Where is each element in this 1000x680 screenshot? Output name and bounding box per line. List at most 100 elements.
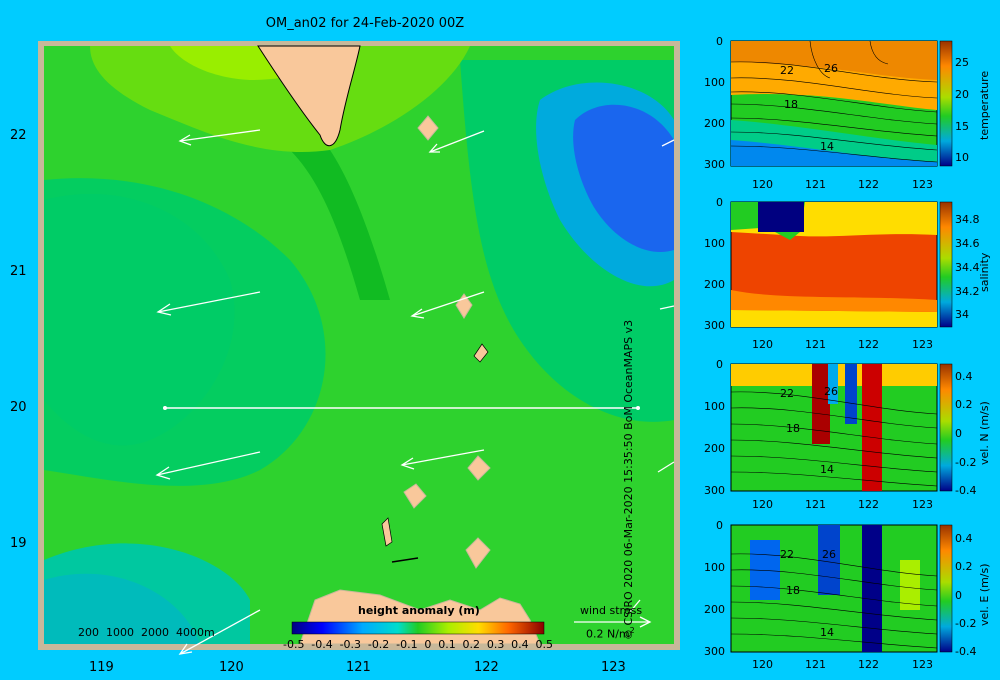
lon-tick: 122 — [858, 658, 879, 671]
cb-tick: 0.2 — [955, 398, 973, 411]
cb-tick: -0.2 — [955, 617, 977, 630]
cb-tick: -0.2 — [955, 456, 977, 469]
anomaly-region — [44, 178, 326, 486]
contour-label: 18 — [786, 422, 800, 435]
lat-tick: 22 — [10, 128, 27, 143]
cb-tick: 10 — [955, 151, 969, 164]
cb-tick: 34.4 — [955, 261, 980, 274]
lon-tick: 120 — [752, 338, 773, 351]
cb-tick: 15 — [955, 120, 969, 133]
lat-tick: 19 — [10, 536, 27, 551]
island — [381, 517, 393, 547]
panel-label: vel. N (m/s) — [978, 401, 991, 465]
depth-tick: 100 — [704, 561, 725, 574]
lon-tick: 123 — [912, 178, 933, 191]
lat-tick: 20 — [10, 400, 27, 415]
panel-label: vel. E (m/s) — [978, 563, 991, 626]
island — [391, 557, 419, 563]
depth-tick: 0 — [716, 196, 723, 209]
land-taiwan — [257, 45, 361, 147]
lon-tick: 121 — [805, 498, 826, 511]
lon-tick: 122 — [858, 178, 879, 191]
cb-tick: 34.8 — [955, 213, 980, 226]
lat-tick: 21 — [10, 264, 27, 279]
depth-tick: 0 — [716, 519, 723, 532]
lon-tick: 121 — [346, 660, 371, 675]
credit-text: © CSIRO 2020 06-Mar-2020 15:35:50 BoM Oc… — [622, 319, 635, 640]
lon-tick: 120 — [752, 178, 773, 191]
lon-tick: 121 — [805, 178, 826, 191]
contour-label: 22 — [780, 387, 794, 400]
wind-arrows — [155, 129, 675, 655]
wind-label: wind stress — [580, 604, 643, 617]
lon-tick: 120 — [752, 658, 773, 671]
colorbar-title: height anomaly (m) — [358, 604, 480, 617]
depth-tick: 200 — [704, 278, 725, 291]
lon-tick: 123 — [912, 658, 933, 671]
island — [467, 455, 491, 481]
contour-label: 22 — [780, 64, 794, 77]
wind-scale: 0.2 N/m2 — [586, 626, 635, 641]
contour-label: 18 — [784, 98, 798, 111]
contour-label: 26 — [824, 62, 838, 75]
transect-end — [163, 406, 167, 410]
cb-tick: 0.2 — [955, 560, 973, 573]
lon-tick: 122 — [858, 498, 879, 511]
depth-tick: 100 — [704, 237, 725, 250]
lon-tick: 123 — [601, 660, 626, 675]
cb-tick: 0.4 — [955, 532, 973, 545]
depth-tick: 100 — [704, 400, 725, 413]
depth-tick: 300 — [704, 484, 725, 497]
depth-tick: 200 — [704, 603, 725, 616]
contour-label: 18 — [786, 584, 800, 597]
lon-tick: 121 — [805, 338, 826, 351]
island — [403, 483, 427, 509]
transect-end — [636, 406, 640, 410]
contour-label: 26 — [824, 385, 838, 398]
depth-tick: 100 — [704, 76, 725, 89]
contour-label: 14 — [820, 463, 834, 476]
lon-tick: 121 — [805, 658, 826, 671]
island — [465, 537, 491, 569]
lon-tick: 120 — [219, 660, 244, 675]
cb-tick: 34.6 — [955, 237, 980, 250]
depth-tick: 200 — [704, 117, 725, 130]
island — [417, 115, 439, 141]
lon-tick: 123 — [912, 338, 933, 351]
section-panels — [730, 40, 953, 653]
contour-label: 14 — [820, 140, 834, 153]
panel-label: temperature — [978, 70, 991, 140]
depth-legend: 200 1000 2000 4000m — [78, 626, 215, 639]
depth-tick: 300 — [704, 319, 725, 332]
anomaly-region — [90, 46, 470, 152]
lon-tick: 122 — [858, 338, 879, 351]
lon-tick: 122 — [474, 660, 499, 675]
depth-tick: 300 — [704, 645, 725, 658]
lon-tick: 123 — [912, 498, 933, 511]
cb-tick: -0.4 — [955, 645, 977, 658]
cb-tick: 0 — [955, 589, 962, 602]
contour-label: 26 — [822, 548, 836, 561]
contour-label: 14 — [820, 626, 834, 639]
anomaly-region — [44, 573, 200, 644]
colorbar — [291, 621, 545, 635]
lon-tick: 119 — [89, 660, 114, 675]
depth-tick: 200 — [704, 442, 725, 455]
panel-label: salinity — [978, 252, 991, 292]
cb-tick: -0.4 — [955, 484, 977, 497]
cb-tick: 20 — [955, 88, 969, 101]
lon-tick: 120 — [752, 498, 773, 511]
cb-tick: 34.2 — [955, 285, 980, 298]
anomaly-region — [290, 150, 390, 300]
contour-label: 22 — [780, 548, 794, 561]
island — [473, 343, 489, 363]
cb-tick: 0 — [955, 427, 962, 440]
map-title: OM_an02 for 24-Feb-2020 00Z — [265, 16, 465, 31]
colorbar-ticks: -0.5 -0.4 -0.3 -0.2 -0.1 0 0.1 0.2 0.3 0.4 0.5 — [283, 638, 553, 651]
depth-tick: 300 — [704, 158, 725, 171]
depth-tick: 0 — [716, 358, 723, 371]
cb-tick: 34 — [955, 308, 969, 321]
cb-tick: 0.4 — [955, 370, 973, 383]
depth-tick: 0 — [716, 35, 723, 48]
